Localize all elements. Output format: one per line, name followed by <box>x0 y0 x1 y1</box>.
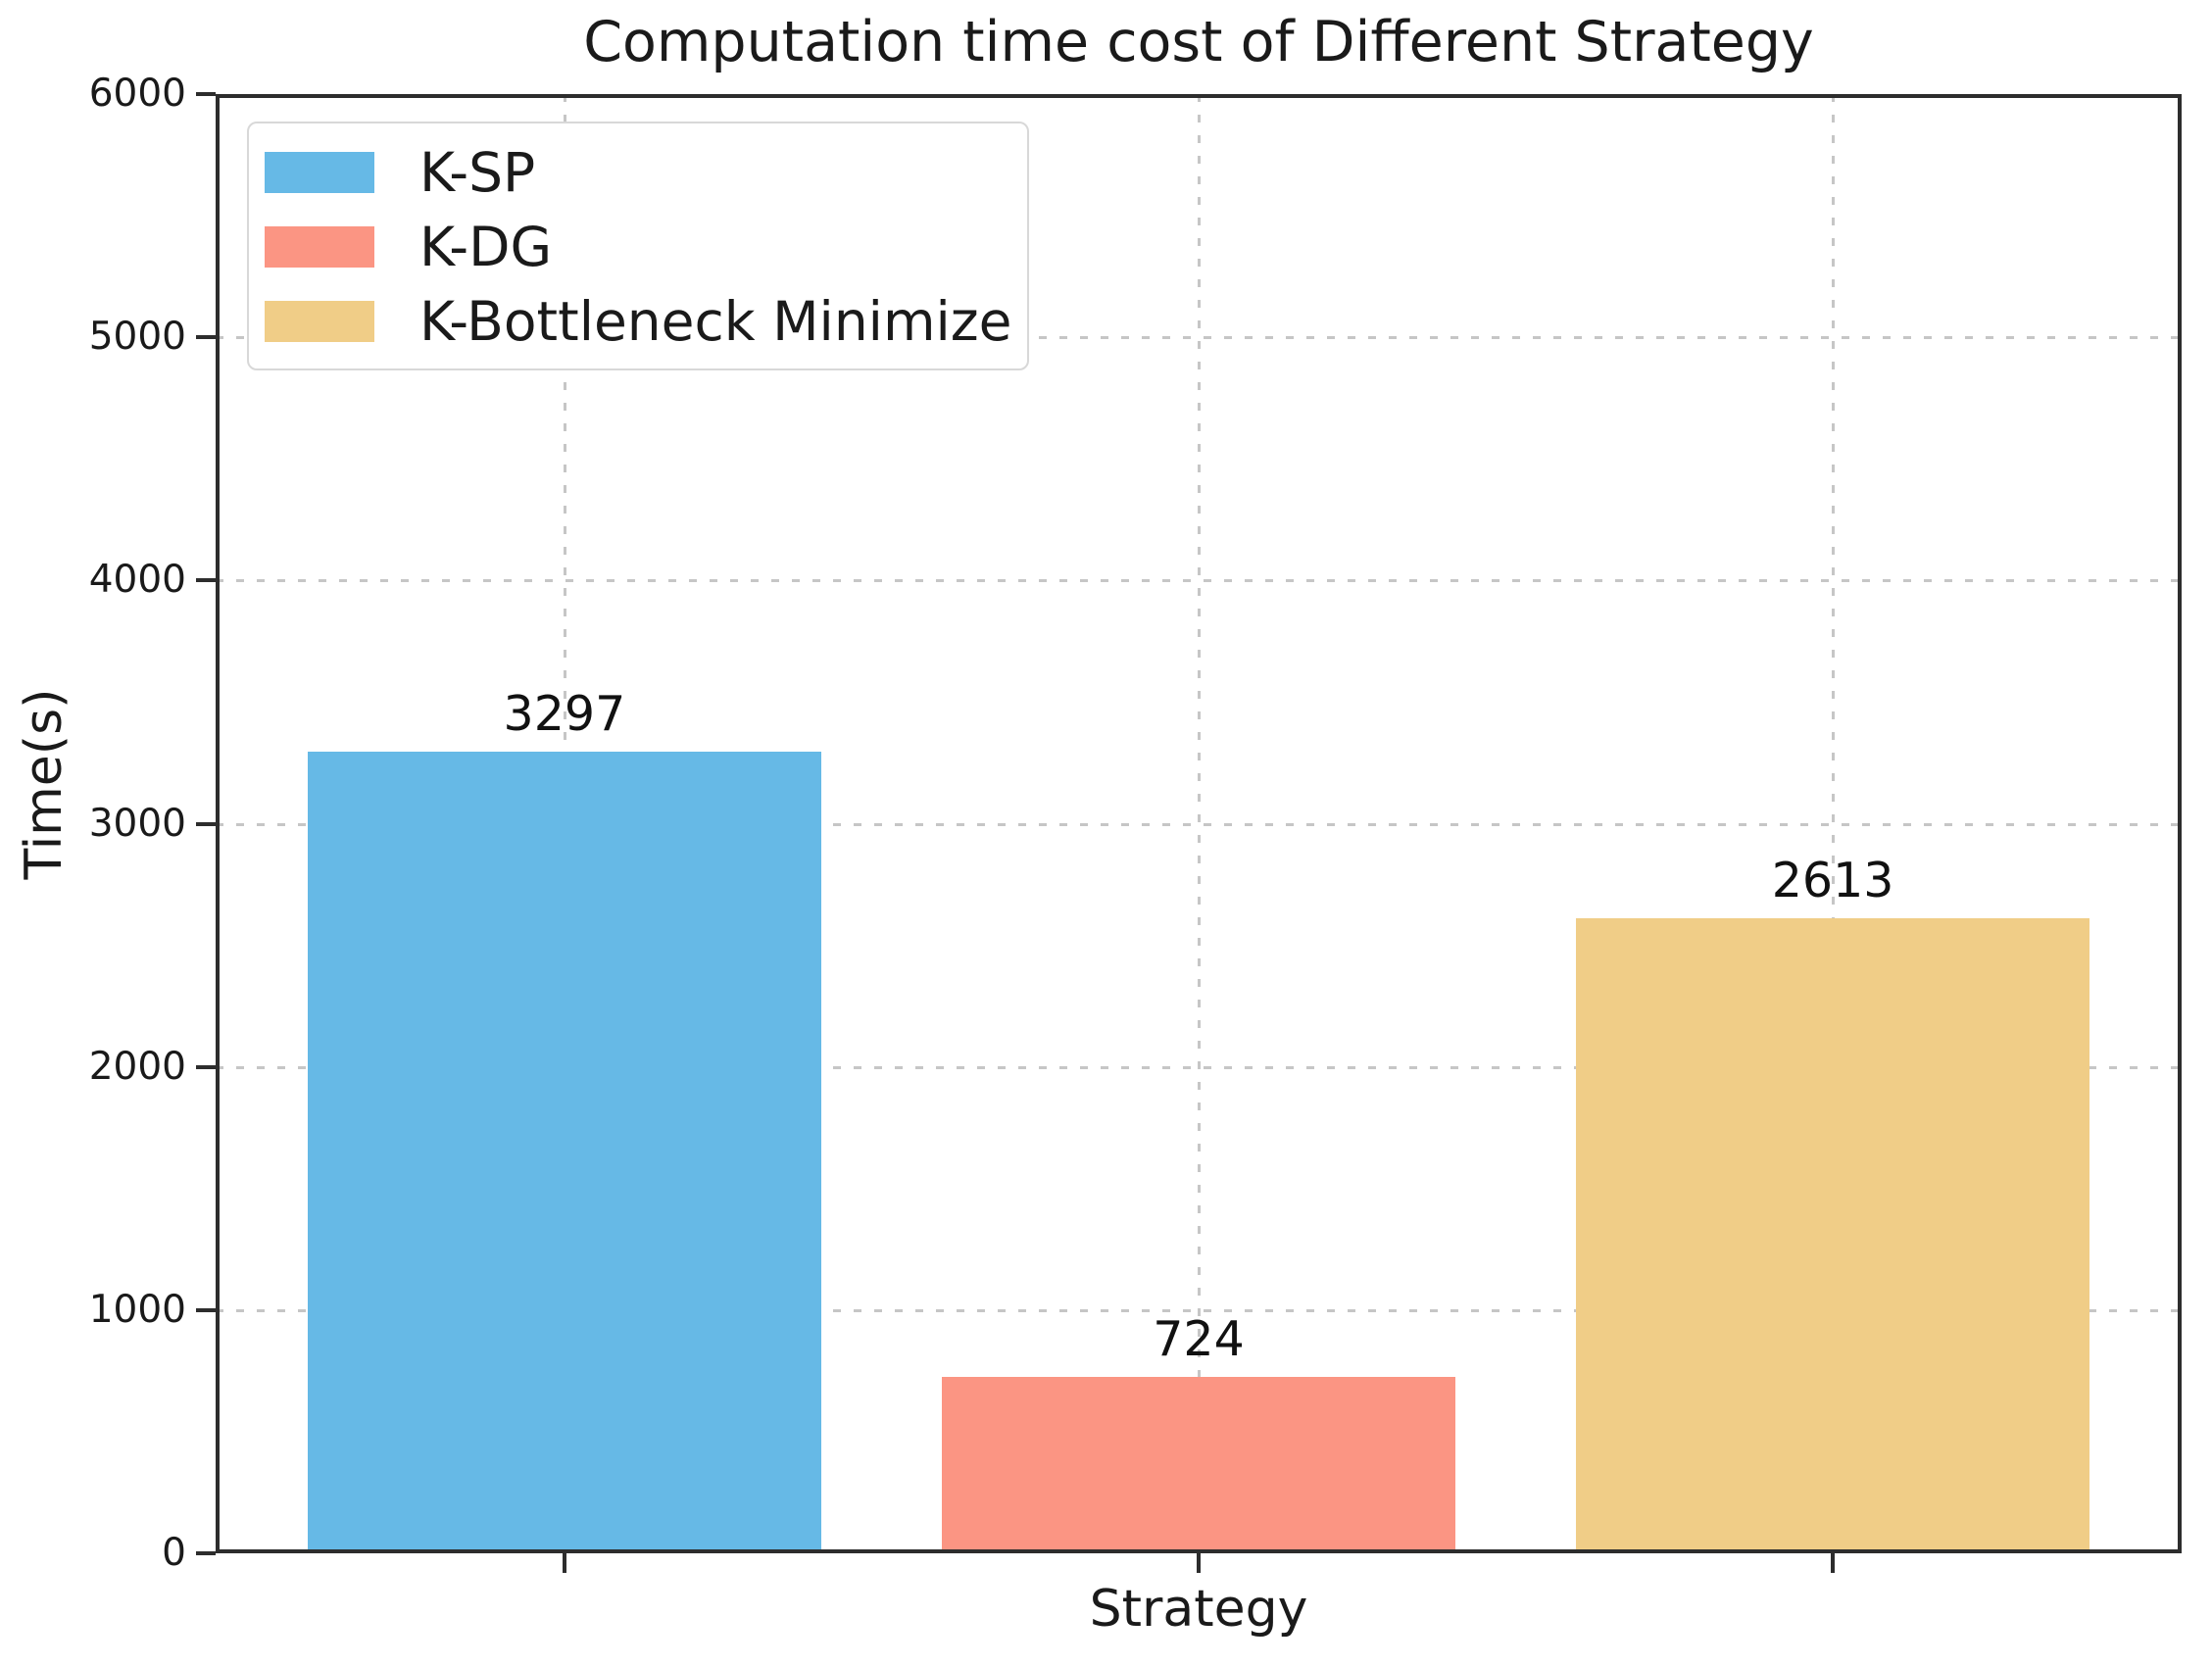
y-tick-mark-4000 <box>196 578 216 583</box>
y-axis-label: Time(s) <box>15 688 74 880</box>
spine-top <box>216 94 2182 98</box>
y-tick-mark-3000 <box>196 821 216 826</box>
bar-value-label-k-sp: 3297 <box>503 685 626 742</box>
y-tick-mark-1000 <box>196 1307 216 1312</box>
legend-row-k-bottleneck-minimize: K-Bottleneck Minimize <box>265 284 1012 359</box>
chart-title: Computation time cost of Different Strat… <box>583 10 1814 74</box>
bar-value-label-k-dg: 724 <box>1153 1311 1245 1368</box>
legend-swatch-k-bottleneck-minimize <box>265 301 374 342</box>
legend-label-k-dg: K-DG <box>419 215 553 278</box>
plot-area: 3297 724 2613 <box>216 94 2182 1553</box>
gridline-v-k-dg <box>1198 94 1201 1553</box>
y-tick-label-3000: 3000 <box>88 801 186 846</box>
x-axis-label: Strategy <box>1089 1580 1308 1639</box>
y-tick-mark-0 <box>196 1551 216 1555</box>
y-tick-label-2000: 2000 <box>88 1044 186 1089</box>
y-tick-mark-6000 <box>196 92 216 96</box>
x-tick-mark-k-dg <box>1197 1553 1201 1573</box>
bar-k-bottleneck-minimize <box>1576 917 2090 1553</box>
y-tick-label-5000: 5000 <box>88 315 186 360</box>
legend-label-k-sp: K-SP <box>419 140 536 204</box>
legend-row-k-sp: K-SP <box>265 135 1004 210</box>
legend-swatch-k-dg <box>265 226 374 268</box>
legend-swatch-k-sp <box>265 152 374 193</box>
y-tick-label-4000: 4000 <box>88 558 186 603</box>
legend-label-k-bottleneck-minimize: K-Bottleneck Minimize <box>419 289 1012 353</box>
legend-row-k-dg: K-DG <box>265 210 1004 284</box>
bar-k-dg <box>941 1377 1456 1553</box>
bar-value-label-k-bottleneck-minimize: 2613 <box>1771 852 1894 908</box>
legend: K-SP K-DG K-Bottleneck Minimize <box>247 122 1029 370</box>
spine-bottom <box>216 1549 2182 1553</box>
y-tick-mark-5000 <box>196 335 216 340</box>
y-tick-mark-2000 <box>196 1064 216 1069</box>
spine-left <box>216 94 220 1553</box>
bar-k-sp <box>307 751 821 1553</box>
y-tick-label-6000: 6000 <box>88 72 186 116</box>
x-tick-mark-k-sp <box>562 1553 566 1573</box>
y-tick-label-1000: 1000 <box>88 1287 186 1332</box>
x-tick-mark-k-bottleneck-minimize <box>1831 1553 1836 1573</box>
gridline-v-k-bottleneck-minimize <box>1832 94 1836 1553</box>
y-tick-label-0: 0 <box>162 1531 186 1575</box>
spine-right <box>2178 94 2182 1553</box>
